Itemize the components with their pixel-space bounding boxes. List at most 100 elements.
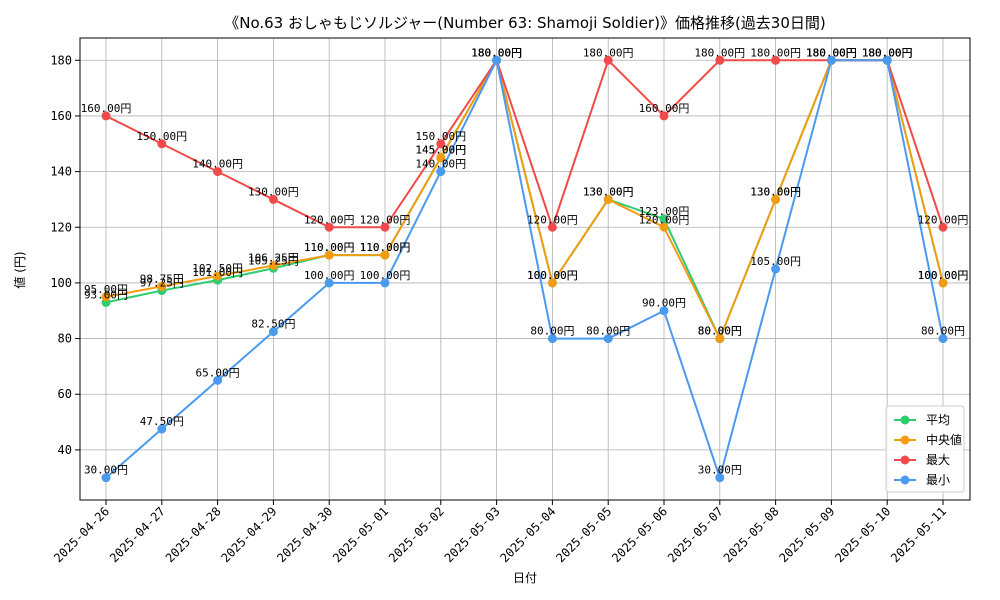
data-point [324, 278, 334, 288]
data-label: 130.00円 [750, 185, 801, 198]
x-tick-label: 2025-05-05 [553, 504, 614, 565]
x-tick-label: 2025-05-11 [888, 504, 949, 565]
data-label: 120.00円 [918, 213, 969, 226]
data-point [659, 111, 669, 121]
y-tick-label: 80 [58, 332, 72, 346]
data-point [492, 55, 502, 65]
data-point [659, 214, 669, 224]
data-point [101, 111, 111, 121]
data-point [380, 250, 390, 260]
data-label: 123.00円 [639, 205, 690, 218]
data-point [882, 55, 892, 65]
legend-swatch-marker [900, 475, 910, 485]
legend-swatch-marker [900, 455, 910, 465]
data-label: 110.00円 [304, 241, 355, 254]
x-tick-label: 2025-05-08 [721, 504, 782, 565]
x-tick-label: 2025-04-29 [219, 504, 280, 565]
data-point [771, 264, 781, 274]
x-tick-label: 2025-05-01 [330, 504, 391, 565]
data-point [324, 250, 334, 260]
data-label: 180.00円 [862, 46, 913, 59]
data-label: 180.00円 [694, 46, 745, 59]
data-point [826, 55, 836, 65]
data-label: 110.00円 [360, 241, 411, 254]
data-point [715, 55, 725, 65]
legend-entry: 最小 [926, 473, 950, 487]
data-label: 120.00円 [360, 213, 411, 226]
legend-entry: 中央値 [926, 432, 962, 447]
data-label: 180.00円 [806, 46, 857, 59]
data-point [436, 153, 446, 163]
data-label: 105.00円 [750, 255, 801, 268]
data-point [771, 194, 781, 204]
data-point [268, 261, 278, 271]
legend-swatch-marker [900, 415, 910, 425]
y-tick-label: 160 [50, 109, 72, 123]
data-label: 180.00円 [471, 46, 522, 59]
x-tick-label: 2025-05-04 [498, 504, 559, 565]
y-tick-label: 140 [50, 165, 72, 179]
data-point [938, 278, 948, 288]
data-label: 180.00円 [471, 46, 522, 59]
data-label: 120.00円 [527, 213, 578, 226]
legend-box [885, 405, 965, 493]
data-point [324, 222, 334, 232]
data-label: 150.00円 [415, 130, 466, 143]
chart-title: 《No.63 おしゃもじソルジャー(Number 63: Shamoji Sol… [224, 14, 826, 32]
data-point [101, 292, 111, 302]
data-label: 93.00円 [84, 288, 128, 301]
data-label: 80.00円 [698, 325, 742, 338]
data-point [213, 167, 223, 177]
data-point [213, 271, 223, 281]
data-label: 140.00円 [415, 158, 466, 171]
series-line [105, 57, 944, 342]
x-tick-label: 2025-04-30 [274, 504, 335, 565]
data-point [547, 334, 557, 344]
data-label: 98.75円 [140, 272, 184, 285]
data-label: 145.00円 [415, 144, 466, 157]
x-axis-label: 日付 [513, 571, 537, 585]
data-point [603, 55, 613, 65]
data-label: 101.00円 [192, 266, 243, 279]
data-point [436, 139, 446, 149]
x-tick-label: 2025-05-02 [386, 504, 447, 565]
data-label: 102.50円 [192, 262, 243, 275]
series-line [105, 57, 944, 482]
data-label: 100.00円 [918, 269, 969, 282]
y-tick-label: 120 [50, 220, 72, 234]
y-tick-label: 180 [50, 53, 72, 67]
y-tick-label: 40 [58, 443, 72, 457]
data-label: 120.00円 [639, 213, 690, 226]
data-label: 180.00円 [471, 46, 522, 59]
data-label: 80.00円 [586, 325, 630, 338]
x-tick-label: 2025-04-26 [51, 504, 112, 565]
data-point [547, 278, 557, 288]
data-label: 110.00円 [304, 241, 355, 254]
data-label: 140.00円 [192, 158, 243, 171]
data-label: 130.00円 [583, 185, 634, 198]
data-label: 80.00円 [530, 325, 574, 338]
data-label: 110.00円 [360, 241, 411, 254]
data-label: 180.00円 [806, 46, 857, 59]
data-label: 180.00円 [806, 46, 857, 59]
data-point [380, 222, 390, 232]
axes [79, 37, 971, 501]
y-axis-label: 値 (円) [12, 251, 27, 288]
series-line [105, 58, 944, 231]
data-label: 100.00円 [304, 269, 355, 282]
x-tick-label: 2025-04-27 [107, 504, 168, 565]
data-label: 80.00円 [698, 325, 742, 338]
data-label: 180.00円 [862, 46, 913, 59]
data-label: 100.00円 [527, 269, 578, 282]
x-tick-label: 2025-05-10 [832, 504, 893, 565]
data-point [547, 222, 557, 232]
data-label: 180.00円 [862, 46, 913, 59]
data-label: 180.00円 [583, 46, 634, 59]
data-label: 120.00円 [304, 213, 355, 226]
data-point [603, 334, 613, 344]
data-point [715, 473, 725, 483]
data-label: 130.00円 [583, 185, 634, 198]
data-label: 160.00円 [639, 102, 690, 115]
data-point [157, 139, 167, 149]
